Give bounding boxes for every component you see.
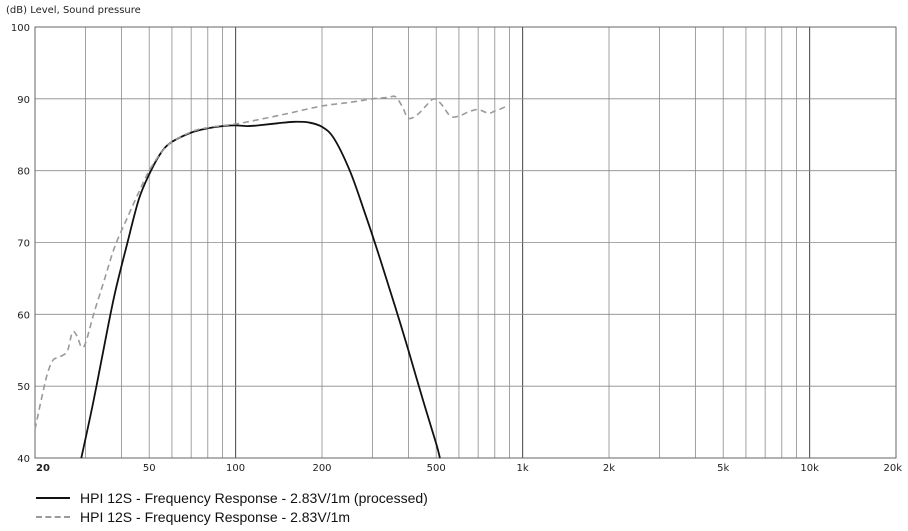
y-tick-label: 40 [17,454,30,465]
x-tick-label: 50 [143,463,156,474]
x-tick-label: 10k [800,463,819,474]
series-line-raw [34,95,508,430]
y-tick-labels: 40 50 60 70 80 90 100 [11,23,30,465]
x-tick-label: 20k [883,463,902,474]
plot-frame [34,26,897,459]
legend-swatch-dashed [36,516,70,518]
y-axis-label: (dB) Level, Sound pressure [6,5,141,16]
x-tick-labels: 20 50 100 200 500 1k 2k 5k 10k 20k [36,463,902,474]
y-tick-label: 70 [17,239,30,250]
x-tick-label: 500 [427,463,446,474]
y-tick-label: 50 [17,382,30,393]
x-tick-label: 100 [226,463,245,474]
x-tick-label: 200 [312,463,331,474]
y-tick-label: 90 [17,95,30,106]
legend-item-processed: HPI 12S - Frequency Response - 2.83V/1m … [36,490,428,506]
legend-label-raw: HPI 12S - Frequency Response - 2.83V/1m [80,509,351,525]
legend-item-raw: HPI 12S - Frequency Response - 2.83V/1m [36,509,350,525]
x-tick-label: 5k [717,463,729,474]
x-tick-label: 2k [603,463,615,474]
y-tick-label: 80 [17,167,30,178]
legend-label-processed: HPI 12S - Frequency Response - 2.83V/1m … [80,490,428,506]
legend-swatch-solid [36,497,70,499]
y-tick-label: 100 [11,23,30,34]
x-tick-label: 20 [36,463,50,474]
series-lines [34,95,508,459]
series-line-processed [80,120,441,459]
y-tick-label: 60 [17,310,30,321]
grid-lines [35,27,896,458]
x-tick-label: 1k [517,463,529,474]
